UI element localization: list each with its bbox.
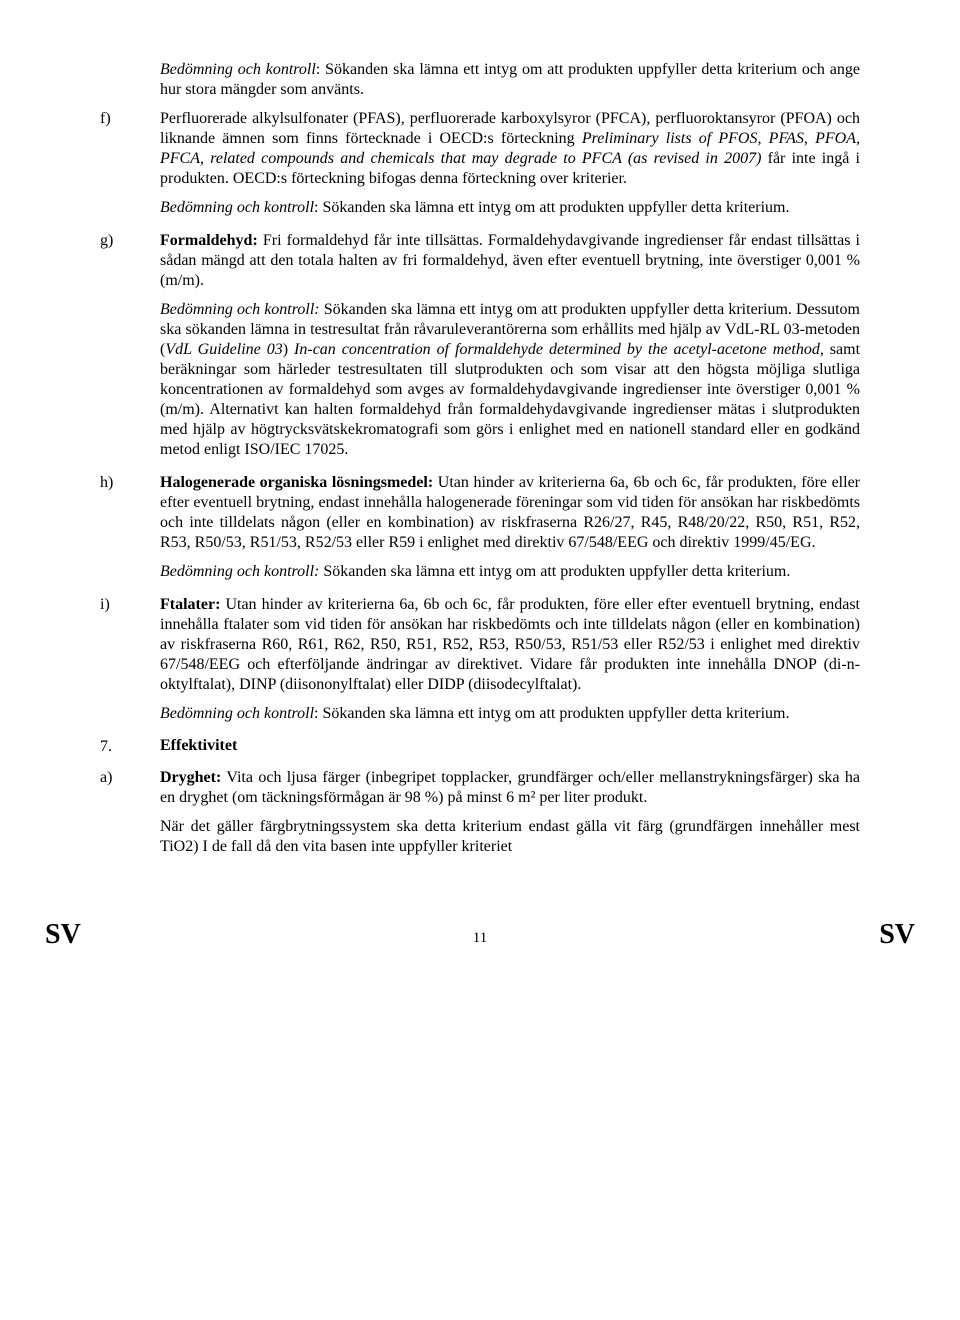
item-f-label: f) [100, 109, 160, 227]
item-h: h) Halogenerade organiska lösningsmedel:… [100, 473, 860, 591]
item-g: g) Formaldehyd: Fri formaldehyd får inte… [100, 231, 860, 469]
footer-page-number: 11 [473, 930, 487, 947]
item-a-p1: Dryghet: Vita och ljusa färger (inbegrip… [160, 768, 860, 808]
item-i-label: i) [100, 595, 160, 733]
section-7-number: 7. [100, 737, 160, 764]
item-h-p2: Bedömning och kontroll: Sökanden ska läm… [160, 562, 860, 582]
item-h-p1: Halogenerade organiska lösningsmedel: Ut… [160, 473, 860, 553]
section-7-heading: Effektivitet [160, 737, 860, 755]
item-a-label: a) [100, 768, 160, 857]
item-f-p2: Bedömning och kontroll: Sökanden ska läm… [160, 198, 860, 218]
item-g-p1: Formaldehyd: Fri formaldehyd får inte ti… [160, 231, 860, 291]
item-i-p2: Bedömning och kontroll: Sökanden ska läm… [160, 704, 860, 724]
item-a-p2: När det gäller färgbrytningssystem ska d… [160, 817, 860, 857]
item-i-p1: Ftalater: Utan hinder av kriterierna 6a,… [160, 595, 860, 695]
document-page: Bedömning och kontroll: Sökanden ska läm… [0, 0, 960, 901]
page-footer: SV 11 SV [0, 901, 960, 961]
para-intro: Bedömning och kontroll: Sökanden ska läm… [160, 60, 860, 100]
item-h-label: h) [100, 473, 160, 591]
item-g-p2: Bedömning och kontroll: Sökanden ska läm… [160, 300, 860, 460]
item-f: f) Perfluorerade alkylsulfonater (PFAS),… [100, 109, 860, 227]
para-intro-text: Bedömning och kontroll: Sökanden ska läm… [160, 60, 860, 100]
footer-lang-right: SV [879, 919, 915, 951]
item-a: a) Dryghet: Vita och ljusa färger (inbeg… [100, 768, 860, 857]
footer-lang-left: SV [45, 919, 81, 951]
item-i: i) Ftalater: Utan hinder av kriterierna … [100, 595, 860, 733]
section-7: 7. Effektivitet [100, 737, 860, 764]
item-g-label: g) [100, 231, 160, 469]
item-f-p1: Perfluorerade alkylsulfonater (PFAS), pe… [160, 109, 860, 189]
